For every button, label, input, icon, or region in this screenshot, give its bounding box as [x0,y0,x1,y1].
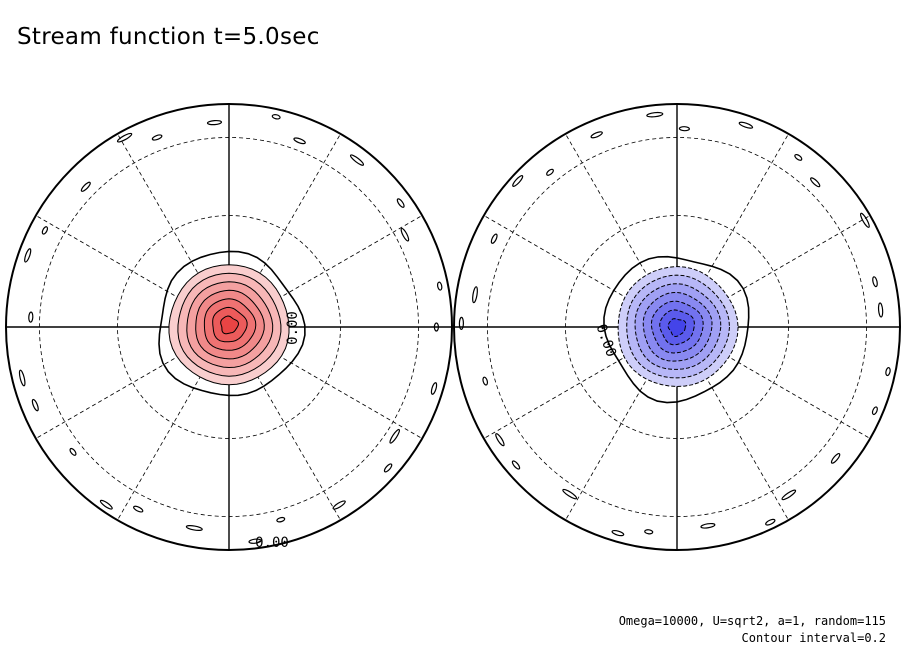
noise-contour [765,518,776,526]
noise-contour [436,281,443,291]
noise-contour [611,529,625,537]
zero-contour [158,250,306,397]
noise-contour [248,538,262,544]
zero-contour [603,255,750,404]
noise-contour [871,406,878,416]
noise-contour [644,529,654,535]
noise-contour [472,286,478,304]
noise-contour [151,134,163,141]
noise-contour [396,198,405,208]
noise-contour [133,505,144,513]
noise-contour [794,153,803,161]
chart-title: Stream function t=5.0sec [17,24,320,50]
noise-contour [99,499,113,510]
noise-contour [116,132,133,143]
noise-contour [872,276,878,288]
noise-contour [349,154,365,166]
noise-contour [458,316,465,330]
noise-contour [482,376,489,386]
noise-contour [512,175,524,187]
noise-contour [877,302,884,318]
noise-contour [433,322,439,332]
contour-value-label: 0.00 [285,311,301,345]
noise-contour [738,121,754,129]
noise-contour [69,447,77,456]
vortex-contour-band [667,318,687,338]
noise-contour [511,460,521,470]
noise-contour [830,453,841,464]
noise-contour [885,367,891,377]
noise-contour [490,233,498,244]
noise-contour [859,212,870,228]
noise-contour [562,488,578,500]
noise-contour [24,248,32,263]
noise-contour [206,119,223,126]
noise-contour [383,463,393,473]
left-hemisphere-plot: 0.00 0.00 [5,103,453,551]
noise-contour [590,131,603,139]
noise-contour [678,126,690,132]
parameter-caption: Omega=10000, U=sqrt2, a=1, random=115 [618,614,886,628]
noise-contour [332,500,346,510]
noise-contour [28,311,34,323]
right-hemisphere-plot: 0.00 [453,103,901,551]
noise-contour [781,489,797,501]
noise-contour [646,111,664,118]
noise-contour [80,181,91,192]
noise-contour [271,114,281,120]
noise-contour [495,433,505,447]
noise-contour [700,522,716,529]
noise-contour [18,369,26,387]
noise-contour [41,226,49,235]
noise-contour [293,137,306,145]
noise-contour [31,398,39,412]
contour-interval-caption: Contour interval=0.2 [741,631,887,645]
contour-value-label: 0.00 [255,535,289,551]
noise-contour [546,168,554,176]
noise-contour [276,516,286,523]
noise-contour [810,177,821,188]
noise-contour [389,428,401,444]
vortex-contour-band [220,315,240,335]
noise-contour [185,525,203,531]
noise-contour [430,382,438,395]
noise-contour [400,227,410,242]
